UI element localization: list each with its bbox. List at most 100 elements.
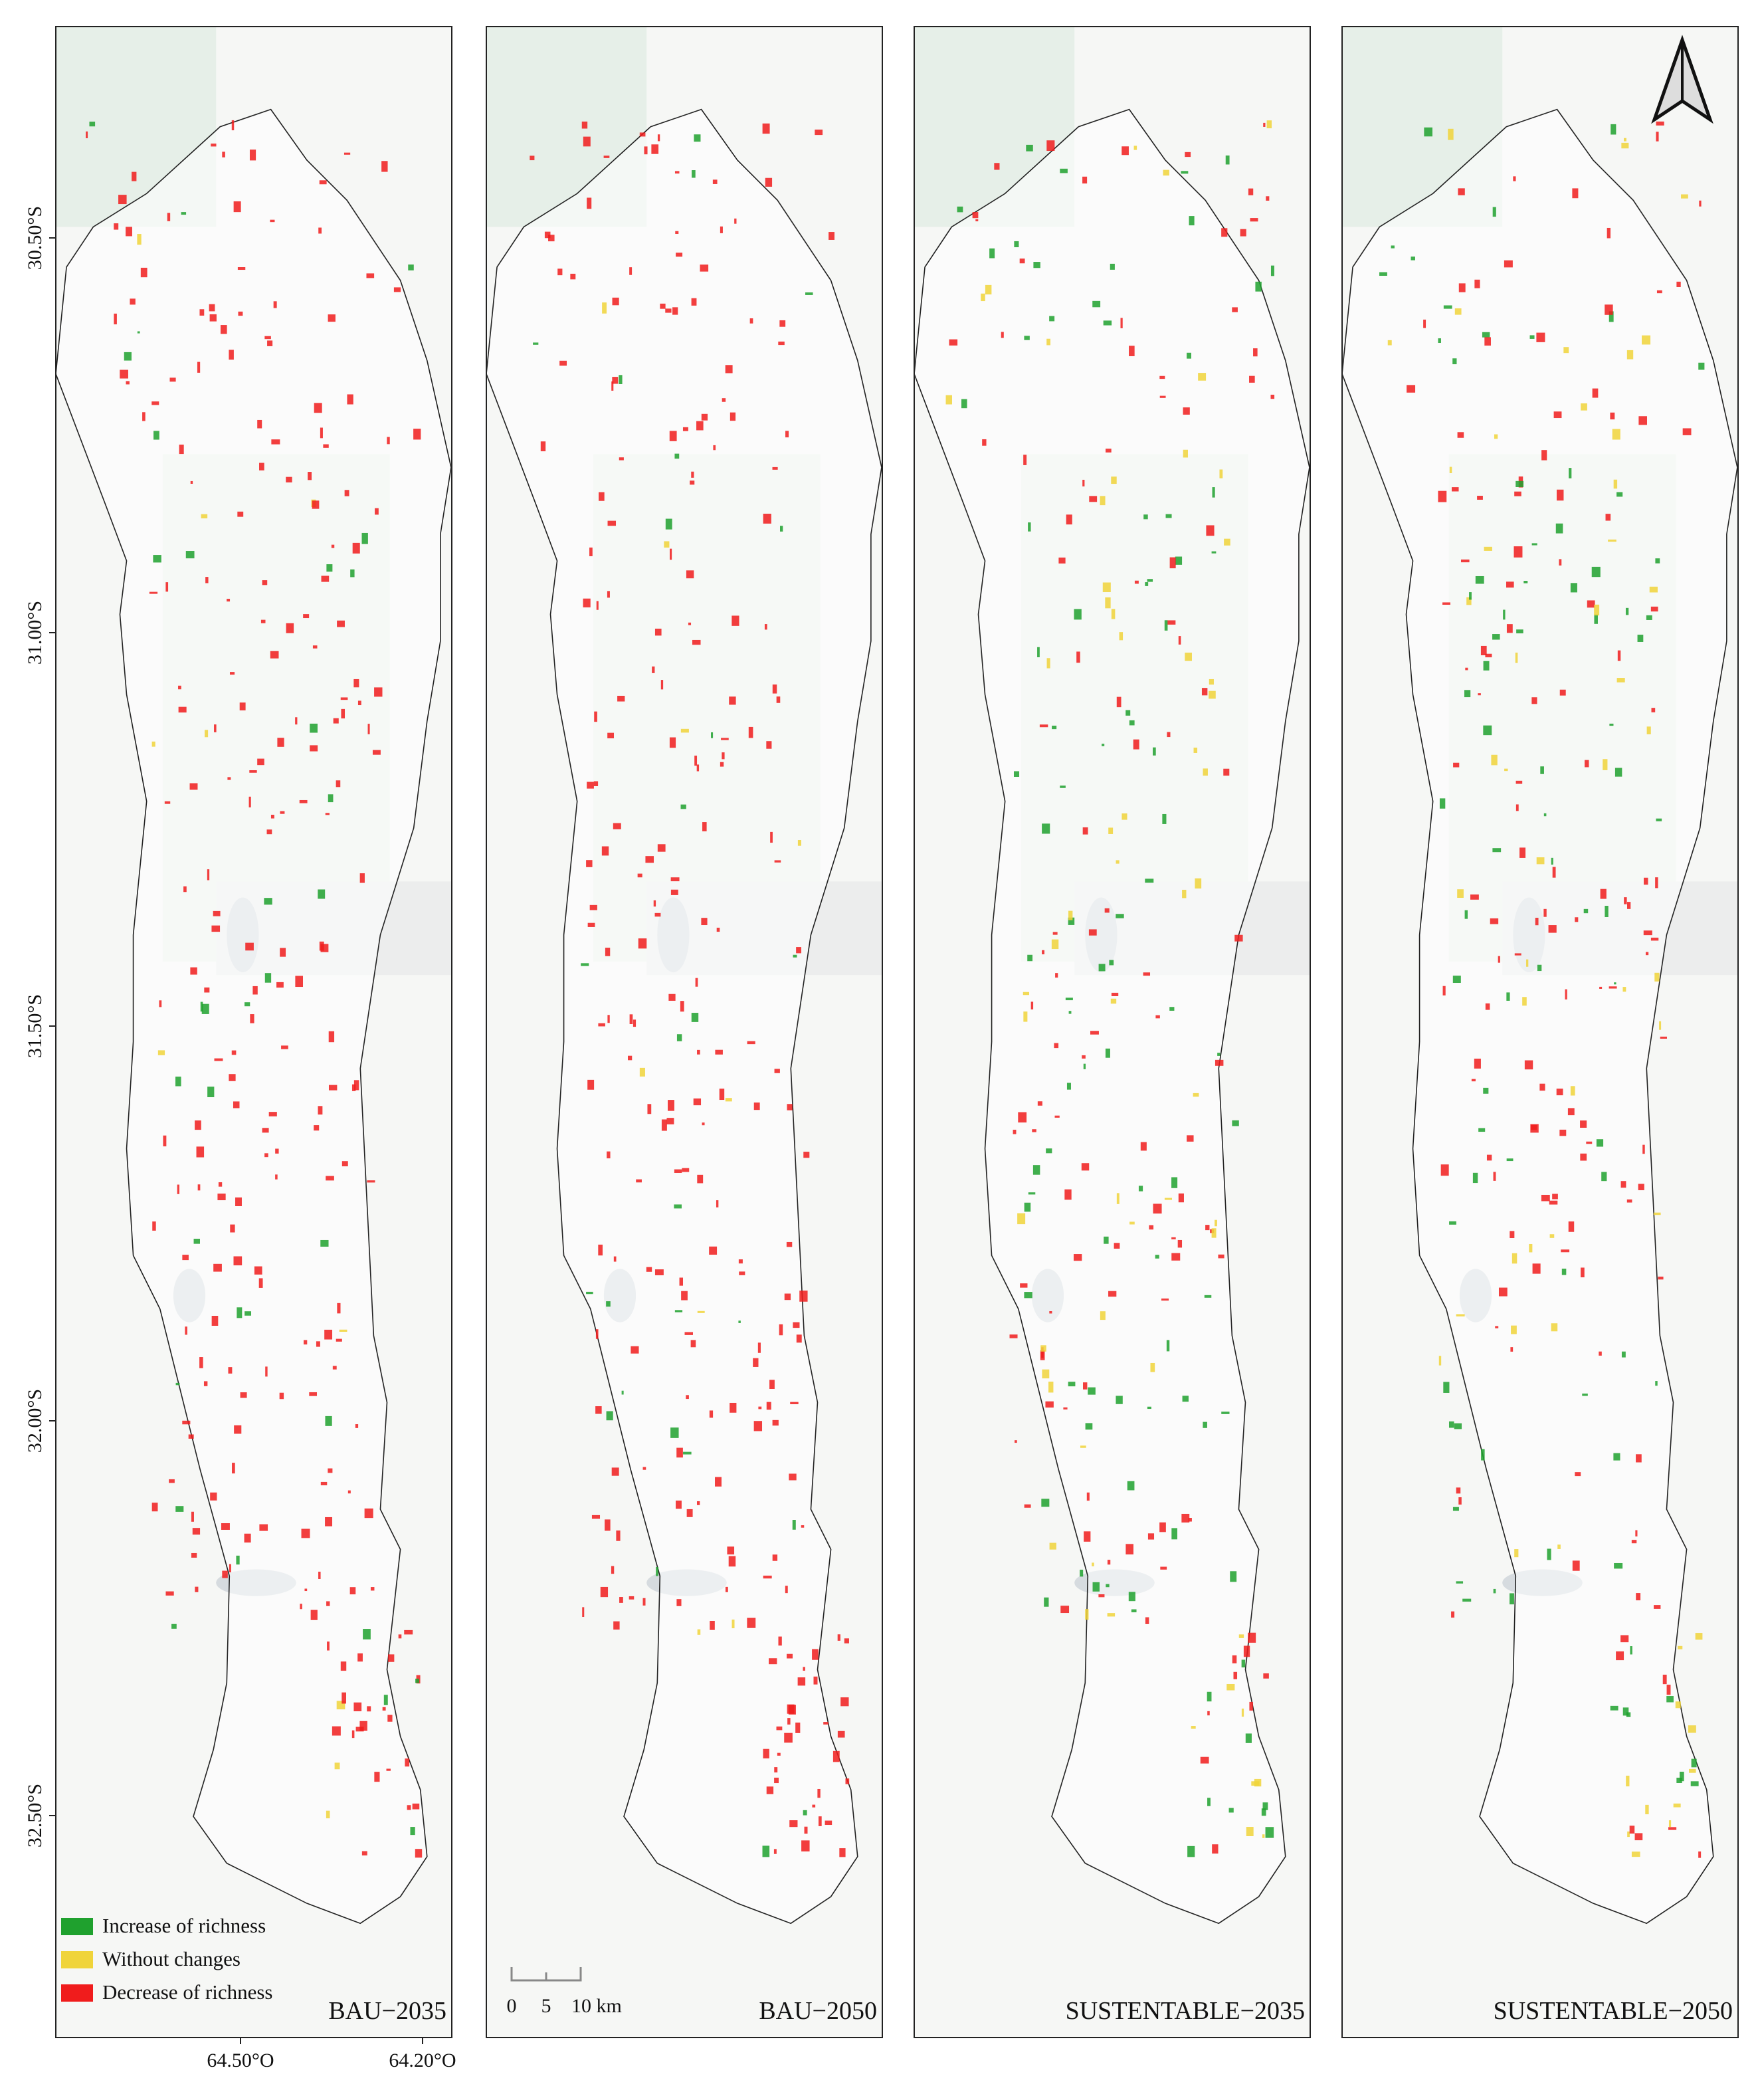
richness-patch — [1634, 1833, 1643, 1841]
richness-patch — [796, 947, 802, 954]
richness-patch — [271, 439, 280, 445]
richness-patch — [598, 1244, 603, 1256]
richness-patch — [701, 918, 708, 926]
richness-patch — [586, 1291, 593, 1295]
richness-patch — [692, 170, 696, 178]
richness-patch — [748, 726, 753, 738]
richness-patch — [647, 1104, 652, 1114]
richness-patch — [1458, 188, 1465, 195]
richness-patch — [1026, 144, 1033, 152]
richness-patch — [633, 1019, 636, 1027]
richness-patch — [621, 1390, 624, 1395]
richness-patch — [975, 219, 979, 222]
richness-patch — [629, 1014, 633, 1025]
richness-patch — [1575, 1472, 1581, 1477]
richness-patch — [639, 132, 646, 137]
richness-patch — [1614, 768, 1622, 777]
richness-patch — [1626, 1199, 1632, 1203]
richness-patch — [229, 672, 235, 675]
richness-patch — [1475, 576, 1484, 584]
richness-patch — [1477, 496, 1483, 500]
richness-patch — [715, 1477, 722, 1487]
richness-patch — [1504, 260, 1513, 268]
richness-patch — [1185, 653, 1192, 661]
richness-patch — [1088, 1387, 1096, 1395]
richness-patch — [1651, 708, 1656, 712]
richness-patch — [1470, 894, 1479, 900]
richness-patch — [1478, 1128, 1486, 1132]
richness-patch — [1524, 1060, 1533, 1070]
richness-patch — [1594, 614, 1598, 624]
richness-patch — [137, 331, 140, 334]
richness-patch — [1052, 725, 1057, 730]
richness-patch — [1537, 964, 1542, 972]
richness-patch — [628, 1055, 633, 1061]
richness-patch — [229, 350, 234, 360]
richness-patch — [1646, 615, 1652, 620]
richness-patch — [387, 1715, 393, 1722]
richness-patch — [1205, 1225, 1210, 1231]
richness-patch — [1699, 200, 1702, 207]
richness-patch — [1514, 953, 1521, 956]
richness-patch — [1531, 1124, 1537, 1130]
richness-patch — [336, 1338, 342, 1342]
richness-patch — [1646, 726, 1651, 734]
richness-patch — [779, 1324, 783, 1336]
richness-patch — [267, 340, 273, 346]
richness-patch — [318, 227, 322, 234]
richness-patch — [1526, 959, 1529, 967]
richness-patch — [1643, 930, 1652, 936]
richness-patch — [1565, 989, 1567, 999]
richness-patch — [1506, 992, 1510, 1001]
richness-patch — [1631, 1540, 1637, 1544]
richness-patch — [1575, 917, 1579, 922]
richness-patch — [629, 1596, 635, 1600]
richness-patch — [1688, 1725, 1696, 1733]
richness-patch — [1555, 523, 1563, 534]
richness-patch — [1013, 771, 1020, 777]
richness-patch — [1241, 1709, 1244, 1717]
richness-patch — [803, 1667, 805, 1671]
richness-patch — [286, 623, 294, 633]
richness-patch — [652, 666, 655, 673]
richness-patch — [603, 156, 610, 158]
richness-patch — [325, 1416, 332, 1426]
richness-patch — [1485, 653, 1492, 658]
richness-patch — [676, 1034, 682, 1041]
richness-patch — [1160, 1566, 1167, 1570]
richness-patch — [137, 234, 142, 245]
richness-patch — [1131, 1609, 1137, 1613]
richness-patch — [1491, 754, 1498, 766]
richness-patch — [661, 1119, 667, 1131]
richness-patch — [1211, 551, 1217, 554]
richness-patch — [1624, 897, 1627, 904]
richness-patch — [152, 1221, 156, 1231]
richness-patch — [1254, 1778, 1262, 1787]
richness-patch — [681, 1291, 688, 1301]
richness-patch — [183, 886, 187, 892]
richness-patch — [1189, 216, 1195, 226]
richness-patch — [1510, 1347, 1514, 1352]
richness-patch — [1080, 1570, 1084, 1577]
richness-patch — [1133, 739, 1139, 750]
richness-patch — [795, 1723, 801, 1733]
richness-patch — [320, 944, 329, 952]
richness-patch — [1046, 338, 1050, 346]
richness-patch — [945, 395, 952, 405]
richness-patch — [1150, 1362, 1155, 1372]
richness-patch — [1171, 1528, 1177, 1540]
richness-patch — [1457, 889, 1464, 898]
richness-patch — [1668, 1820, 1672, 1828]
richness-patch — [1028, 1192, 1036, 1195]
richness-patch — [1207, 1711, 1210, 1716]
lat-label: 31.50°S — [24, 994, 46, 1058]
richness-patch — [1145, 879, 1154, 883]
lon-label: 64.20°O — [389, 2049, 456, 2071]
richness-patch — [1265, 1827, 1274, 1838]
richness-patch — [1211, 1228, 1217, 1238]
richness-patch — [1266, 196, 1270, 201]
richness-patch — [1613, 479, 1618, 489]
richness-patch — [1155, 1015, 1160, 1019]
richness-patch — [845, 1778, 850, 1784]
richness-patch — [1660, 1036, 1667, 1039]
